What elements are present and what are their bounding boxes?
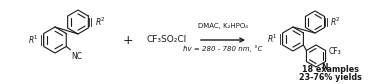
Text: CF₃: CF₃ (328, 47, 341, 56)
Text: $R^2$: $R^2$ (330, 16, 341, 28)
Text: ℏv = 280 - 780 nm, °C: ℏv = 280 - 780 nm, °C (183, 45, 263, 52)
Text: $R^1$: $R^1$ (267, 33, 278, 45)
Text: CF₃SO₂Cl: CF₃SO₂Cl (147, 36, 187, 45)
Text: 18 examples: 18 examples (302, 65, 358, 74)
Text: N: N (321, 62, 328, 71)
Text: DMAC, K₂HPO₄: DMAC, K₂HPO₄ (198, 23, 248, 29)
Text: $R^2$: $R^2$ (95, 16, 106, 28)
Text: +: + (123, 34, 133, 47)
Text: NC: NC (71, 51, 82, 60)
Text: $R^1$: $R^1$ (28, 34, 39, 46)
Text: 23-76% yields: 23-76% yields (299, 72, 361, 81)
